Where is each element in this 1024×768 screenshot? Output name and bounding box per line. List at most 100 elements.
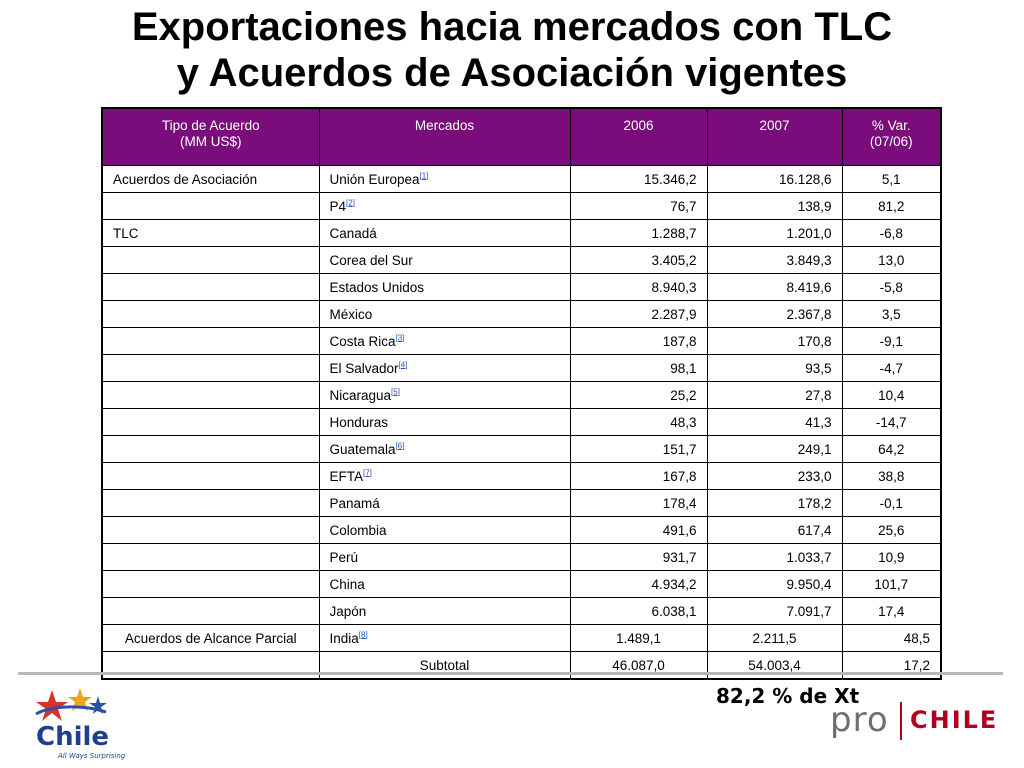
cell-2006: 76,7: [569, 192, 708, 220]
footnote-link[interactable]: [7]: [363, 468, 372, 477]
table-row-partial: Acuerdos de Alcance Parcial India[8] 1.489…: [101, 624, 942, 652]
cell-tipo: [101, 489, 320, 517]
footnote-link[interactable]: [6]: [395, 441, 405, 450]
cell-2006: 491,6: [569, 516, 708, 544]
cell-2007: 41,3: [706, 408, 843, 436]
header-var-line1: % Var.: [871, 118, 911, 133]
chile-star-icon: Chile All Ways Surprising: [35, 688, 126, 760]
cell-var: -14,7: [841, 408, 942, 436]
header-var-line2: (07/06): [869, 134, 913, 149]
cell-var: -0,1: [841, 489, 942, 517]
cell-2006: 48,3: [569, 408, 708, 436]
table-row: Corea del Sur 3.405,2 3.849,3 13,0: [101, 246, 942, 274]
cell-2007: 1.201,0: [706, 219, 843, 247]
cell-2007: 617,4: [706, 516, 843, 544]
cell-var: 38,8: [841, 462, 942, 490]
table-row: Acuerdos de Asociación Unión Europea[1] 15…: [101, 165, 942, 193]
cell-2006: 3.405,2: [569, 246, 708, 274]
cell-tipo: Acuerdos de Asociación: [101, 165, 320, 193]
header-tipo-line1: Tipo de Acuerdo: [161, 118, 260, 133]
market-name: EFTA: [329, 468, 364, 484]
footnote-link[interactable]: [3]: [395, 333, 405, 342]
market-name: Corea del Sur: [329, 252, 413, 268]
cell-2006: 15.346,2: [569, 165, 708, 193]
table-row: Perú 931,7 1.033,7 10,9: [101, 543, 942, 571]
cell-mercado: EFTA[7]: [318, 462, 571, 490]
market-name: Estados Unidos: [329, 279, 425, 295]
cell-mercado: Estados Unidos: [318, 273, 571, 301]
market-name: Perú: [329, 549, 359, 565]
table-row: P4[2] 76,7 138,9 81,2: [101, 192, 942, 220]
cell-var: 101,7: [841, 570, 942, 598]
chile-logo-word: Chile: [36, 722, 109, 752]
market-name: Honduras: [329, 414, 389, 430]
cell-2006: 8.940,3: [569, 273, 708, 301]
cell-2006: 98,1: [569, 354, 708, 382]
cell-mercado: Unión Europea[1]: [318, 165, 571, 193]
cell-var: -9,1: [841, 327, 942, 355]
header-2006: 2006: [569, 107, 708, 166]
market-name: Unión Europea: [329, 171, 420, 187]
footnote-link[interactable]: [8]: [358, 630, 368, 639]
cell-2007: 3.849,3: [706, 246, 843, 274]
chile-brand-logo: Chile All Ways Surprising: [22, 682, 132, 762]
table-row: Honduras 48,3 41,3 -14,7: [101, 408, 942, 436]
cell-2007: 9.950,4: [706, 570, 843, 598]
header-tipo-line2: (MM US$): [180, 134, 242, 149]
cell-tipo: [101, 273, 320, 301]
cell-mercado: Costa Rica[3]: [318, 327, 571, 355]
cell-2007: 93,5: [706, 354, 843, 382]
footnote-link[interactable]: [1]: [419, 171, 429, 180]
cell-2007: 170,8: [706, 327, 843, 355]
cell-2007: 178,2: [706, 489, 843, 517]
cell-mercado: India[8]: [318, 624, 571, 652]
cell-var: 17,4: [841, 597, 942, 625]
market-name: El Salvador: [329, 360, 399, 376]
cell-2006: 6.038,1: [569, 597, 708, 625]
cell-tipo: [101, 300, 320, 328]
prochile-logo-divider: [900, 702, 902, 740]
cell-2007: 1.033,7: [706, 543, 843, 571]
cell-var: 64,2: [841, 435, 942, 463]
footnote-link[interactable]: [2]: [346, 198, 355, 207]
cell-2006: 178,4: [569, 489, 708, 517]
prochile-logo-chile: CHILE: [910, 706, 999, 734]
cell-2007: 233,0: [706, 462, 843, 490]
cell-tipo: [101, 354, 320, 382]
cell-tipo: [101, 570, 320, 598]
cell-2007: 7.091,7: [706, 597, 843, 625]
chile-logo-tagline: All Ways Surprising: [57, 752, 126, 760]
prochile-logo: pro CHILE: [826, 700, 1001, 744]
table-row: México 2.287,9 2.367,8 3,5: [101, 300, 942, 328]
cell-2007: 8.419,6: [706, 273, 843, 301]
cell-var: 10,4: [841, 381, 942, 409]
cell-tipo: [101, 597, 320, 625]
market-name: India: [329, 630, 359, 646]
share-of-total-note: 82,2 % de Xt: [716, 684, 860, 708]
cell-mercado: Nicaragua[5]: [318, 381, 571, 409]
cell-2006: 2.287,9: [569, 300, 708, 328]
table-row: Costa Rica[3] 187,8 170,8 -9,1: [101, 327, 942, 355]
cell-mercado: Canadá: [318, 219, 571, 247]
cell-tipo: [101, 516, 320, 544]
cell-2007: 16.128,6: [706, 165, 843, 193]
cell-tipo: TLC: [101, 219, 320, 247]
cell-var: 10,9: [841, 543, 942, 571]
table-row: TLC Canadá 1.288,7 1.201,0 -6,8: [101, 219, 942, 247]
cell-tipo: [101, 408, 320, 436]
footnote-link[interactable]: [4]: [398, 360, 408, 369]
header-tipo: Tipo de Acuerdo (MM US$): [101, 107, 320, 166]
cell-mercado: Panamá: [318, 489, 571, 517]
cell-2006: 151,7: [569, 435, 708, 463]
slide-title: Exportaciones hacia mercados con TLC y A…: [0, 4, 1024, 96]
cell-var: 3,5: [841, 300, 942, 328]
table-row: El Salvador[4] 98,1 93,5 -4,7: [101, 354, 942, 382]
title-line-1: Exportaciones hacia mercados con TLC: [131, 5, 893, 49]
market-name: P4: [329, 198, 347, 214]
cell-tipo: [101, 192, 320, 220]
cell-mercado: China: [318, 570, 571, 598]
market-name: Nicaragua: [329, 387, 392, 403]
footnote-link[interactable]: [5]: [391, 387, 400, 396]
table-row: Estados Unidos 8.940,3 8.419,6 -5,8: [101, 273, 942, 301]
market-name: Japón: [329, 603, 367, 619]
